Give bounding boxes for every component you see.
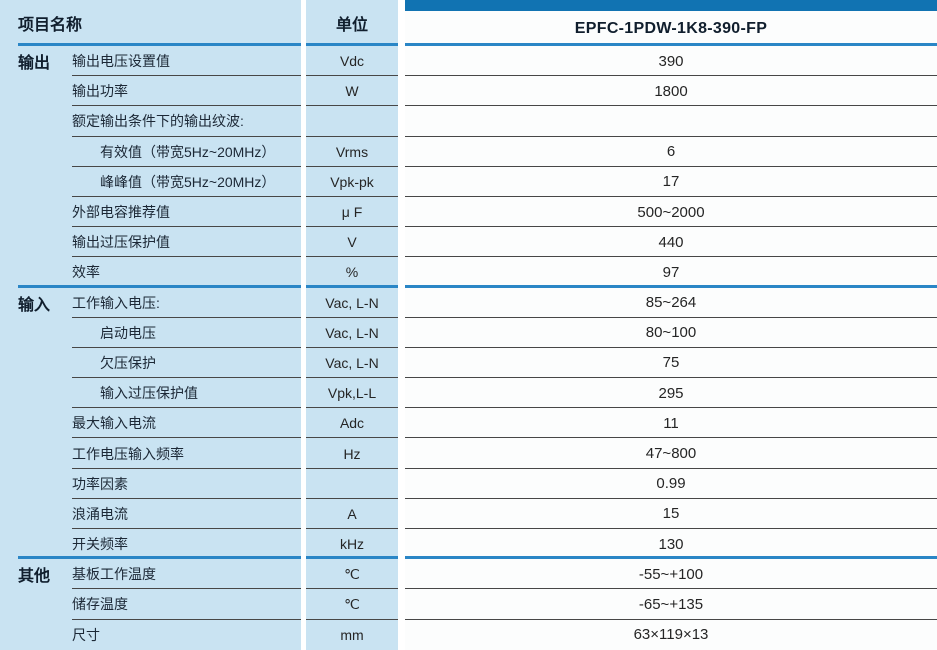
unit-cell: Vac, L-N	[306, 288, 398, 318]
item-row: 储存温度	[0, 589, 301, 620]
unit-cell: Vpk,L-L	[306, 378, 398, 409]
item-label: 输入过压保护值	[100, 385, 198, 402]
item-label: 浪涌电流	[72, 505, 128, 522]
unit-cell: Hz	[306, 438, 398, 469]
item-row: 尺寸	[0, 620, 301, 650]
item-row: 峰峰值（带宽5Hz~20MHz）	[0, 167, 301, 198]
item-label: 功率因素	[72, 475, 128, 492]
unit-cell: W	[306, 76, 398, 107]
item-row: 效率	[0, 257, 301, 288]
item-label: 工作电压输入频率	[72, 445, 184, 462]
unit-header: 单位	[306, 0, 398, 46]
unit-cell: Vac, L-N	[306, 348, 398, 379]
item-label: 额定输出条件下的输出纹波:	[72, 113, 244, 130]
unit-cell: mm	[340, 626, 364, 643]
item-label: 输出过压保护值	[72, 234, 170, 251]
item-label: 启动电压	[100, 324, 156, 341]
item-row: 功率因素	[0, 469, 301, 500]
value-cell: 75	[405, 348, 937, 379]
item-name-column: 项目名称 输出 输出电压设置值 输出功率额定输出条件下的输出纹波: 有效值（带宽5Hz…	[0, 0, 301, 650]
item-row: 工作电压输入频率	[0, 438, 301, 469]
model-header: EPFC-1PDW-1K8-390-FP	[405, 11, 937, 46]
value-cell: 17	[405, 167, 937, 198]
item-label: 基板工作温度	[72, 566, 156, 583]
item-row: 浪涌电流	[0, 499, 301, 530]
unit-cell	[306, 106, 398, 137]
unit-cell: Adc	[306, 408, 398, 439]
group-label: 输出	[18, 55, 51, 73]
item-label: 开关频率	[72, 536, 128, 553]
item-label: 最大输入电流	[72, 415, 156, 432]
value-cell: 97	[405, 257, 937, 288]
group-label: 输入	[18, 296, 51, 314]
item-row: 输出功率	[0, 76, 301, 107]
unit-header-label: 单位	[335, 17, 368, 34]
item-label: 效率	[72, 264, 100, 281]
unit-cell: Vrms	[306, 137, 398, 167]
item-label: 储存温度	[72, 596, 128, 613]
unit-cell: Vac, L-N	[306, 318, 398, 349]
value-cell: 440	[405, 227, 937, 258]
unit-cell: Vpk-pk	[306, 167, 398, 198]
item-label: 尺寸	[72, 626, 100, 643]
value-rows-container: 390 1800 6 17 500~2000 440 97 85~264 80~100 75 295…	[405, 46, 937, 650]
unit-cell: ℃	[306, 559, 398, 590]
value-cell: 295	[405, 378, 937, 409]
value-cell: 500~2000	[405, 197, 937, 228]
item-row: 欠压保护	[0, 348, 301, 379]
item-row: 输出过压保护值	[0, 227, 301, 258]
item-label: 输出功率	[72, 83, 128, 100]
item-name-header: 项目名称	[0, 0, 301, 46]
unit-column: 单位 Vdc W Vrms Vpk-pk μ F V% Vac, L-N Vac, L-N Va…	[306, 0, 398, 650]
item-label: 工作输入电压:	[72, 294, 160, 311]
item-row: 有效值（带宽5Hz~20MHz）	[0, 137, 301, 167]
item-label: 峰峰值（带宽5Hz~20MHz）	[100, 173, 276, 190]
unit-cell: V	[306, 227, 398, 258]
item-row: 最大输入电流	[0, 408, 301, 439]
value-cell: 11	[405, 408, 937, 439]
unit-cell: A	[306, 499, 398, 530]
unit-cell: %	[306, 257, 398, 288]
item-rows-container: 输出 输出电压设置值 输出功率额定输出条件下的输出纹波: 有效值（带宽5Hz~20MH…	[0, 46, 301, 650]
value-cell: 1800	[405, 76, 937, 107]
unit-cell: Vdc	[306, 46, 398, 77]
item-name-header-label: 项目名称	[18, 17, 83, 34]
item-label: 输出电压设置值	[72, 53, 170, 70]
item-row: 输出 输出电压设置值	[0, 46, 301, 77]
item-row: 其他 基板工作温度	[0, 559, 301, 590]
value-cell: 85~264	[405, 288, 937, 318]
model-name: EPFC-1PDW-1K8-390-FP	[574, 19, 768, 37]
value-cell: 6	[405, 137, 937, 167]
item-label: 有效值（带宽5Hz~20MHz）	[100, 143, 276, 160]
item-row: 启动电压	[0, 318, 301, 349]
value-cell: 390	[405, 46, 937, 77]
value-cell: -65~+135	[405, 589, 937, 620]
group-label: 其他	[18, 568, 51, 586]
value-cell: -55~+100	[405, 559, 937, 590]
model-header-bar	[405, 0, 937, 11]
value-cell: 63×119×13	[633, 626, 709, 644]
value-cell: 80~100	[405, 318, 937, 349]
unit-cell: ℃	[306, 589, 398, 620]
value-cell: 0.99	[405, 469, 937, 500]
model-value-column: EPFC-1PDW-1K8-390-FP 390 1800 6 17 500~2000 4…	[405, 0, 937, 650]
item-row: 额定输出条件下的输出纹波:	[0, 106, 301, 137]
item-label: 外部电容推荐值	[72, 204, 170, 221]
value-cell: 130	[405, 529, 937, 560]
item-row: 输入过压保护值	[0, 378, 301, 409]
unit-rows-container: Vdc W Vrms Vpk-pk μ F V% Vac, L-N Vac, L-N Vac, …	[306, 46, 398, 650]
value-cell: 47~800	[405, 438, 937, 469]
unit-cell: kHz	[306, 529, 398, 560]
value-cell	[405, 106, 937, 137]
unit-cell: μ F	[306, 197, 398, 228]
item-row: 输入 工作输入电压:	[0, 288, 301, 318]
item-row: 开关频率	[0, 529, 301, 560]
item-row: 外部电容推荐值	[0, 197, 301, 228]
unit-cell	[306, 469, 398, 500]
value-cell: 15	[405, 499, 937, 530]
item-label: 欠压保护	[100, 354, 156, 371]
